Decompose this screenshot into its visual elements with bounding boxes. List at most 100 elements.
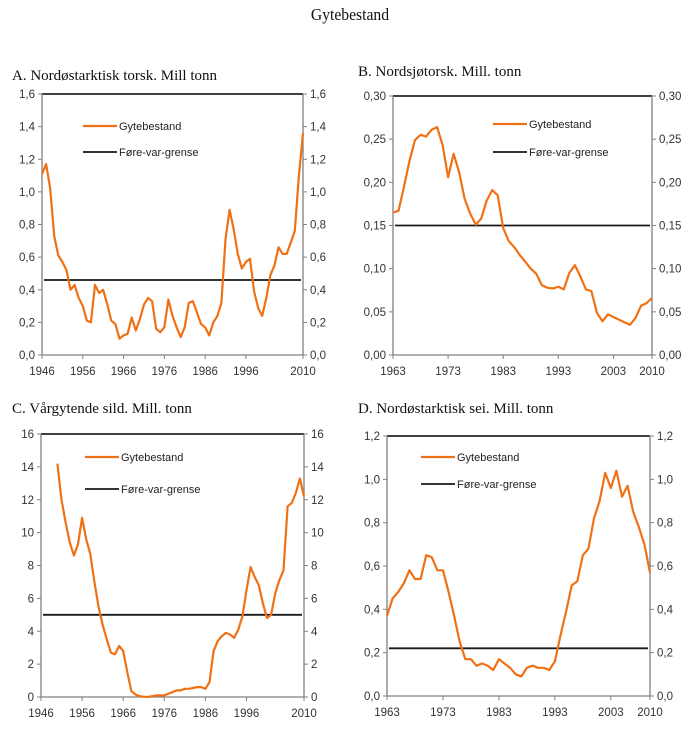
x-tick-label: 1946 xyxy=(29,366,55,378)
y-tick-label-right: 1,0 xyxy=(657,474,673,486)
x-tick-label: 1956 xyxy=(69,708,95,720)
legend-label-fore-var-grense: Føre-var-grense xyxy=(529,147,608,159)
x-tick-label: 1976 xyxy=(152,366,178,378)
chart-title: A. Nordøstarktisk torsk. Mill tonn xyxy=(12,68,217,84)
figure-title: Gytebestand xyxy=(311,4,389,24)
x-tick-label: 1956 xyxy=(70,366,96,378)
legend: Gytebestand Føre-var-grense xyxy=(83,121,198,159)
y-tick-label-left: 4 xyxy=(28,626,35,638)
y-tick-label-left: 2 xyxy=(28,659,34,671)
y-tick-label-left: 8 xyxy=(28,561,34,573)
y-tick-label-right: 0,6 xyxy=(657,561,673,573)
y-tick-label-right: 6 xyxy=(311,593,317,605)
y-tick-label-right: 0,15 xyxy=(659,221,681,233)
legend: Gytebestand Føre-var-grense xyxy=(85,452,200,496)
x-tick-label: 1966 xyxy=(111,366,137,378)
y-tick-label-left: 0,2 xyxy=(19,317,35,329)
y-tick-label-left: 0,4 xyxy=(364,604,381,616)
y-tick-label-right: 0,2 xyxy=(310,317,326,329)
y-tick-label-right: 0,8 xyxy=(657,518,673,530)
y-tick-label-left: 0,30 xyxy=(364,91,386,103)
y-tick-label-left: 0,20 xyxy=(364,177,386,189)
x-tick-label: 1966 xyxy=(110,708,136,720)
legend-label-fore-var-grense: Føre-var-grense xyxy=(121,484,200,496)
x-tick-label: 1986 xyxy=(193,708,219,720)
legend-label-fore-var-grense: Føre-var-grense xyxy=(457,479,536,491)
y-tick-label-right: 0,4 xyxy=(310,285,327,297)
x-tick-label: 2010 xyxy=(639,366,665,378)
y-tick-label-right: 0,10 xyxy=(659,264,681,276)
y-tick-label-right: 14 xyxy=(311,462,324,474)
y-tick-label-right: 0,0 xyxy=(310,350,326,362)
x-tick-label: 1973 xyxy=(430,707,456,719)
y-tick-label-left: 0,4 xyxy=(19,285,36,297)
legend-label-gytebestand: Gytebestand xyxy=(457,452,519,464)
y-tick-label-right: 4 xyxy=(311,626,318,638)
chart-panel-c: C. Vårgytende sild. Mill. tonn 0 0 2 2 4 4 6 6 8 8… xyxy=(12,401,324,720)
gytebestand-line xyxy=(392,125,653,326)
chart-panel-a: A. Nordøstarktisk torsk. Mill tonn 0,0 0,0… xyxy=(12,68,327,378)
y-tick-label-left: 1,2 xyxy=(364,431,380,443)
y-tick-label-left: 0,8 xyxy=(364,518,380,530)
y-tick-label-left: 0,10 xyxy=(364,264,386,276)
y-tick-label-left: 0,00 xyxy=(364,350,386,362)
chart-title: D. Nordøstarktisk sei. Mill. tonn xyxy=(358,401,554,417)
x-tick-label: 2003 xyxy=(601,366,627,378)
y-tick-label-left: 10 xyxy=(21,528,34,540)
y-tick-label-left: 0,8 xyxy=(19,220,35,232)
y-tick-label-left: 0,2 xyxy=(364,648,380,660)
y-tick-label-left: 14 xyxy=(21,462,34,474)
x-tick-label: 1983 xyxy=(490,366,516,378)
y-tick-label-left: 0,15 xyxy=(364,221,386,233)
x-tick-label: 1963 xyxy=(374,707,400,719)
y-tick-label-left: 0,25 xyxy=(364,134,386,146)
x-tick-label: 2010 xyxy=(291,708,317,720)
chart-title: B. Nordsjøtorsk. Mill. tonn xyxy=(358,64,522,80)
y-tick-label-right: 0,00 xyxy=(659,350,681,362)
gytebestand-line xyxy=(385,469,652,678)
x-tick-label: 1996 xyxy=(233,366,259,378)
x-tick-label: 1993 xyxy=(546,366,572,378)
x-tick-label: 2010 xyxy=(290,366,316,378)
y-tick-label-right: 16 xyxy=(311,429,324,441)
y-tick-label-right: 0,20 xyxy=(659,177,681,189)
legend-label-gytebestand: Gytebestand xyxy=(119,121,181,133)
y-tick-label-left: 1,6 xyxy=(19,89,35,101)
y-tick-label-left: 16 xyxy=(21,429,34,441)
y-tick-label-left: 1,4 xyxy=(19,122,36,134)
chart-title: C. Vårgytende sild. Mill. tonn xyxy=(12,401,192,417)
legend-label-gytebestand: Gytebestand xyxy=(121,452,183,464)
y-tick-label-right: 0,0 xyxy=(657,691,673,703)
y-tick-label-right: 1,0 xyxy=(310,187,326,199)
x-tick-label: 1963 xyxy=(380,366,406,378)
y-tick-label-left: 0,0 xyxy=(19,350,35,362)
y-tick-label-left: 1,0 xyxy=(364,474,380,486)
gytebestand-line xyxy=(40,133,305,340)
legend: Gytebestand Føre-var-grense xyxy=(493,119,608,159)
x-tick-label: 1973 xyxy=(435,366,461,378)
x-tick-label: 2003 xyxy=(598,707,624,719)
y-tick-label-right: 8 xyxy=(311,561,317,573)
x-tick-label: 1993 xyxy=(542,707,568,719)
chart-panel-d: D. Nordøstarktisk sei. Mill. tonn 0,0 0,0 0… xyxy=(358,401,674,719)
x-tick-label: 1986 xyxy=(192,366,218,378)
y-tick-label-right: 0,6 xyxy=(310,252,326,264)
x-tick-label: 2010 xyxy=(637,707,663,719)
x-tick-label: 1996 xyxy=(234,708,260,720)
y-tick-label-right: 1,6 xyxy=(310,89,326,101)
y-tick-label-right: 0,2 xyxy=(657,648,673,660)
y-tick-label-right: 1,2 xyxy=(310,154,326,166)
y-tick-label-left: 1,0 xyxy=(19,187,35,199)
y-tick-label-right: 1,2 xyxy=(657,431,673,443)
y-tick-label-right: 2 xyxy=(311,659,317,671)
y-tick-label-right: 0,8 xyxy=(310,220,326,232)
y-tick-label-left: 0,6 xyxy=(364,561,380,573)
legend: Gytebestand Føre-var-grense xyxy=(421,452,536,491)
y-tick-label-right: 10 xyxy=(311,528,324,540)
x-tick-label: 1946 xyxy=(28,708,54,720)
chart-panel-b: B. Nordsjøtorsk. Mill. tonn 0,00 0,00 0,05 0… xyxy=(358,64,681,378)
y-tick-label-left: 1,2 xyxy=(19,154,35,166)
y-tick-label-right: 1,4 xyxy=(310,122,327,134)
